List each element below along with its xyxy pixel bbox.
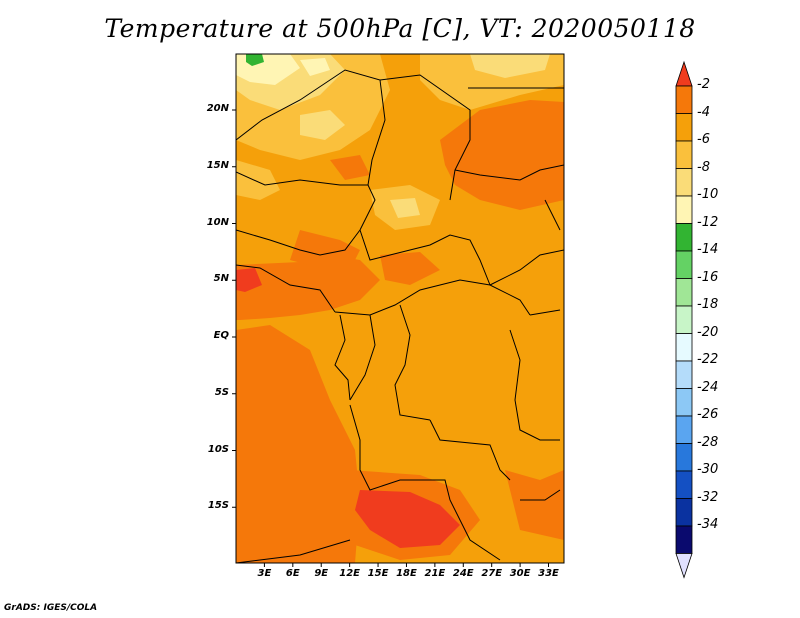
colorbar-top-arrow (675, 60, 693, 87)
field-warm-region (330, 155, 370, 180)
lon-tick-label: 27E (481, 568, 503, 579)
tick-marks (232, 109, 550, 567)
lon-tick-label: 9E (314, 568, 329, 579)
field-warm-region (440, 100, 564, 210)
field-warm-region (380, 252, 440, 285)
field-pale-region (390, 198, 420, 218)
field-light-region (236, 160, 280, 200)
lat-tick-label: 15N (206, 159, 229, 171)
lon-tick-label: 18E (396, 568, 417, 579)
colorbar-swatch (675, 443, 693, 472)
colorbar-level-label: -18 (697, 297, 719, 312)
colorbar-swatch (675, 113, 693, 142)
colorbar-level-label: -26 (697, 407, 719, 422)
colorbar-swatch (675, 85, 693, 114)
colorbar-swatch (675, 168, 693, 197)
lat-tick-label: 20N (206, 103, 229, 114)
colorbar-level-label: -12 (697, 214, 719, 230)
colorbar-swatch (675, 250, 693, 279)
colorbar-swatch (675, 525, 693, 554)
colorbar-level-label: -14 (697, 242, 719, 257)
colorbar-level-label: -6 (697, 132, 710, 147)
colorbar-bottom-arrow (675, 553, 693, 579)
field-warm-region (505, 470, 564, 540)
lon-tick-label: 21E (424, 568, 446, 579)
colorbar-swatch (675, 415, 693, 444)
lat-tick-label: 5S (214, 386, 229, 398)
colorbar-level-label: -4 (697, 104, 710, 120)
field-paler-region (300, 58, 330, 76)
colorbar-level-label: -8 (697, 159, 710, 175)
colorbar-level-label: -34 (697, 517, 719, 532)
colorbar-swatch (675, 470, 693, 499)
colorbar-level-label: -28 (697, 434, 719, 450)
colorbar-level-label: -30 (697, 462, 719, 477)
lat-tick-label: 10S (207, 443, 229, 455)
colorbar-swatch (675, 498, 693, 527)
field-hot-region (355, 490, 460, 548)
colorbar (675, 60, 693, 579)
map-frame (235, 53, 565, 564)
field-green-region (246, 54, 264, 66)
field-warm-region (290, 230, 360, 270)
lat-tick-label: EQ (213, 330, 229, 341)
lon-tick-label: 3E (257, 568, 272, 579)
colorbar-level-label: -20 (697, 324, 719, 340)
colorbar-level-label: -32 (697, 489, 719, 505)
colorbar-level-label: -16 (697, 269, 719, 285)
lon-tick-label: 24E (452, 568, 474, 579)
lat-tick-label: 5N (213, 273, 229, 285)
lat-tick-label: 15S (207, 500, 229, 512)
lon-tick-label: 6E (285, 568, 300, 579)
footer-credit: GrADS: IGES/COLA (4, 603, 98, 613)
field-pale-region (470, 54, 550, 78)
lon-tick-label: 12E (339, 568, 360, 579)
colorbar-level-label: -24 (697, 379, 719, 395)
field-pale-region (300, 110, 345, 140)
colorbar-swatch (675, 305, 693, 334)
colorbar-level-label: -22 (697, 352, 719, 367)
temperature-field (236, 54, 564, 563)
chart-title: Temperature at 500hPa [C], VT: 202005011… (104, 14, 696, 43)
colorbar-swatch (675, 278, 693, 307)
field-hot-region (236, 268, 262, 292)
lon-tick-label: 30E (509, 568, 531, 579)
lon-tick-label: 15E (367, 568, 389, 579)
lat-tick-label: 10N (206, 216, 229, 228)
colorbar-swatch (675, 360, 693, 389)
colorbar-level-label: -2 (697, 77, 710, 92)
colorbar-swatch (675, 140, 693, 169)
lon-tick-label: 33E (538, 568, 559, 579)
colorbar-swatch (675, 333, 693, 362)
colorbar-swatch (675, 195, 693, 224)
country-borders (236, 69, 564, 563)
colorbar-swatch (675, 223, 693, 252)
colorbar-level-label: -10 (697, 187, 719, 202)
field-warm-region (236, 325, 360, 563)
colorbar-swatch (675, 388, 693, 417)
